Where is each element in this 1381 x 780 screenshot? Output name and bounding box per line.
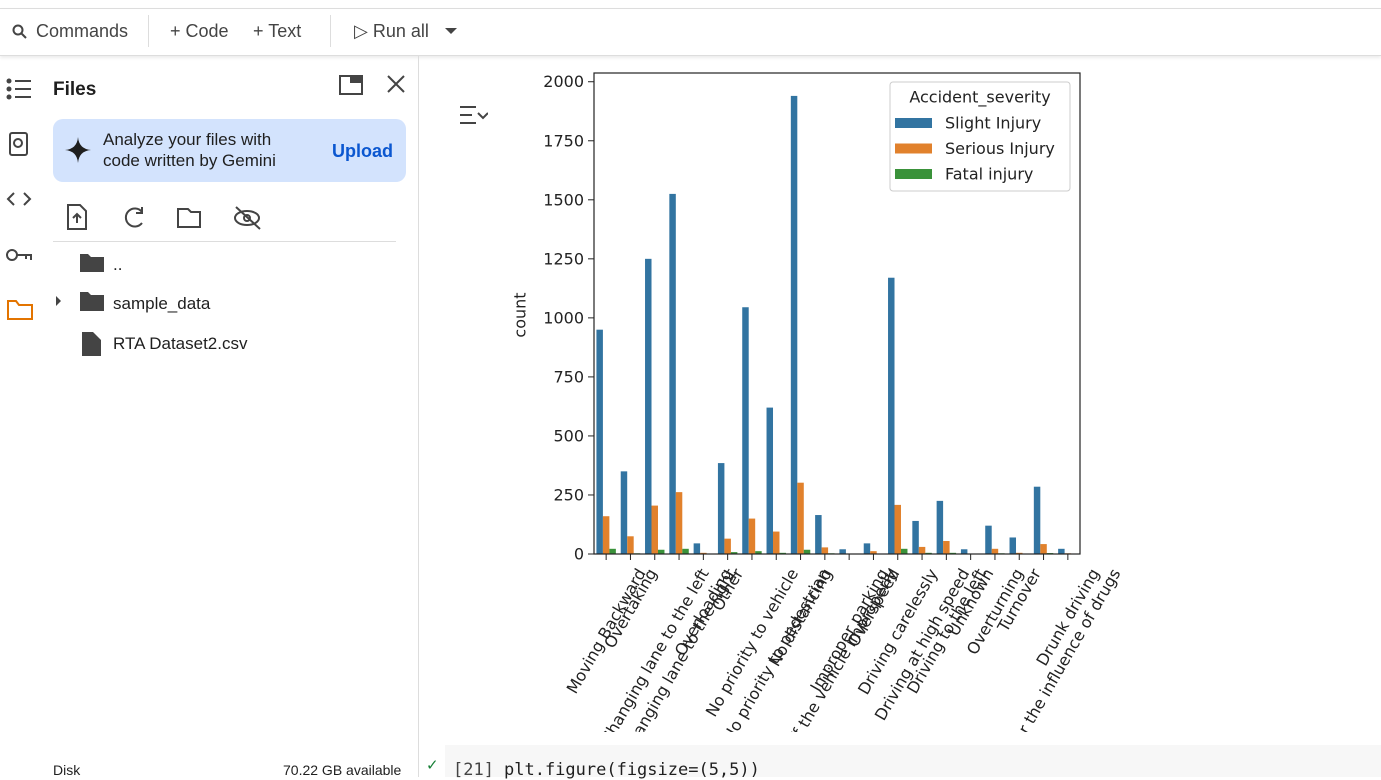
legend-title: Accident_severity (909, 88, 1050, 108)
toolbar: Commands + Code + Text ▷ Run all (0, 8, 1381, 56)
chart: count 025050075010001250150017502000Movi… (420, 55, 1381, 732)
y-tick-label: 1250 (543, 249, 584, 268)
upload-button[interactable]: Upload (332, 141, 393, 162)
legend-label: Slight Injury (945, 114, 1041, 133)
bar (985, 526, 991, 554)
files-title: Files (53, 79, 96, 101)
legend-swatch (895, 169, 932, 179)
bar (864, 543, 870, 554)
bar (791, 96, 797, 554)
bar (1034, 487, 1040, 554)
bar (901, 549, 907, 554)
bar (888, 278, 894, 554)
bar (992, 549, 998, 554)
bar (767, 408, 773, 554)
legend-swatch (895, 118, 932, 128)
bar (676, 492, 682, 554)
bar (652, 506, 658, 554)
gemini-banner: Analyze your files with code written by … (53, 119, 406, 182)
file-icons (50, 250, 110, 360)
bar (822, 547, 828, 554)
y-tick-label: 750 (553, 367, 584, 386)
disk-available: 70.22 GB available (283, 762, 401, 778)
sidebar: Files Analyze your files with code writt… (0, 55, 419, 777)
y-tick-label: 2000 (543, 72, 584, 91)
file-item[interactable]: sample_data (113, 294, 210, 314)
bar (718, 463, 724, 554)
legend-label: Fatal injury (945, 165, 1033, 184)
bar (797, 483, 803, 554)
code-label: Code (186, 21, 229, 41)
y-tick-label: 500 (553, 426, 584, 445)
search-icon (12, 24, 28, 40)
bar (724, 539, 730, 554)
bar (1010, 537, 1016, 554)
bar (621, 471, 627, 554)
legend-swatch (895, 144, 932, 154)
bar (773, 532, 779, 554)
bar (895, 505, 901, 554)
y-tick-label: 1500 (543, 190, 584, 209)
bar (943, 541, 949, 554)
file-item[interactable]: .. (113, 255, 122, 275)
bar (627, 536, 633, 554)
y-tick-label: 250 (553, 485, 584, 504)
y-tick-label: 0 (574, 545, 584, 564)
bar (839, 549, 845, 554)
add-code-button[interactable]: + Code (170, 21, 229, 42)
add-text-button[interactable]: + Text (253, 21, 301, 42)
bar (815, 515, 821, 554)
bar (596, 330, 602, 554)
gemini-text: Analyze your files with code written by … (103, 129, 303, 171)
bar (961, 549, 967, 554)
bar (609, 549, 615, 554)
y-tick-label: 1000 (543, 308, 584, 327)
file-actions[interactable] (64, 203, 274, 233)
execution-count: [21] (453, 760, 494, 780)
bar (1058, 549, 1064, 554)
y-axis-label: count (511, 292, 530, 337)
run-status: ✓ (426, 756, 439, 774)
run-all-label: Run all (373, 21, 429, 41)
bar (669, 194, 675, 554)
bar (658, 550, 664, 554)
code-cell: [21] plt.figure(figsize=(5,5)) (445, 745, 1381, 777)
sidebar-icons[interactable] (5, 75, 35, 325)
bar (749, 519, 755, 554)
commands-button[interactable]: Commands (36, 21, 128, 42)
bar (919, 547, 925, 554)
file-item[interactable]: RTA Dataset2.csv (113, 334, 247, 354)
bar (912, 521, 918, 554)
bar (694, 543, 700, 554)
bar (682, 549, 688, 554)
disk-label: Disk (53, 762, 80, 778)
bar (645, 259, 651, 554)
panel-controls[interactable] (338, 73, 410, 97)
bar (804, 550, 810, 554)
legend-label: Serious Injury (945, 139, 1055, 158)
code-line: plt.figure(figsize=(5,5)) (504, 760, 760, 780)
bar (1040, 544, 1046, 554)
bar (937, 501, 943, 554)
text-label: Text (268, 21, 301, 41)
y-tick-label: 1750 (543, 131, 584, 150)
dropdown-icon[interactable] (444, 26, 458, 36)
bar (742, 307, 748, 554)
run-all-button[interactable]: ▷ Run all (354, 21, 429, 42)
bar (603, 516, 609, 554)
gemini-icon (65, 137, 91, 163)
